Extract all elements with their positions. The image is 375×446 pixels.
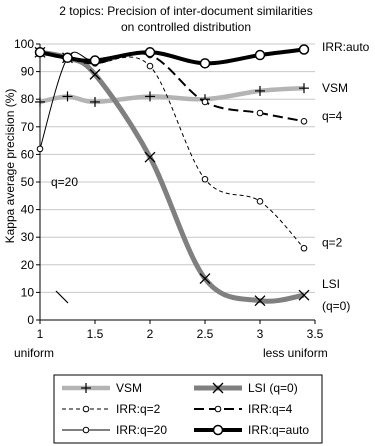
series-line-vsm [39, 85, 305, 105]
point-irr-q-20-0 [36, 145, 44, 153]
y-tick-label-60: 60 [21, 147, 35, 161]
annotation-vsm: VSM [322, 81, 348, 95]
legend-label-vsm: VSM [116, 381, 142, 395]
y-tick-label-20: 20 [21, 258, 35, 272]
x-tick-label-1.5: 1.5 [87, 327, 104, 341]
legend-marker-vsm [81, 383, 91, 393]
point-lsi-q-0-3 [144, 151, 156, 163]
series-irr-q-2 [36, 48, 308, 252]
legend-entry-vsm: VSM [62, 381, 142, 395]
q20-pointer-line [55, 290, 69, 304]
annotation-lsi: LSI [322, 277, 340, 291]
point-lsi-q-0-4 [199, 273, 211, 285]
x-tick-label-2.5: 2.5 [197, 327, 214, 341]
chart-title-line-2: on controlled distribution [121, 20, 251, 34]
series-vsm [35, 83, 309, 107]
series-layer [34, 44, 310, 307]
legend-entry-lsi-q-0: LSI (q=0) [194, 381, 298, 395]
point-irr-q-auto-2 [89, 55, 101, 66]
legend-entry-irr-q-auto: IRR:q=auto [194, 423, 309, 437]
legend-entry-irr-q-4: IRR:q=4 [194, 402, 293, 416]
point-lsi-q-0-6 [298, 289, 310, 301]
y-tick-label-40: 40 [21, 203, 35, 217]
legend-label-irr-q-auto: IRR:q=auto [248, 423, 309, 437]
legend-label-lsi-q-0: LSI (q=0) [248, 381, 298, 395]
point-vsm-5 [255, 85, 265, 96]
point-vsm-2 [90, 96, 100, 107]
annotation-q-4: q=4 [322, 109, 343, 123]
point-irr-q-auto-1 [62, 52, 73, 64]
point-irr-q-2-6 [300, 244, 308, 252]
point-lsi-q-0-5 [254, 295, 266, 307]
x-end-label-right: less uniform [263, 346, 328, 360]
x-tick-label-1: 1 [37, 327, 44, 341]
x-tick-label-2: 2 [147, 327, 154, 341]
x-end-label-left: uniform [14, 346, 54, 360]
x-tick-label-3: 3 [257, 327, 264, 341]
point-lsi-q-0-2 [89, 68, 101, 80]
legend-label-irr-q-4: IRR:q=4 [248, 402, 293, 416]
legend: VSM LSI (q=0) IRR:q=2 IRR:q=4 IRR:q=20 IRR:q=… [53, 374, 323, 444]
legend-label-irr-q-2: IRR:q=2 [116, 402, 161, 416]
y-tick-label-90: 90 [21, 65, 35, 79]
point-irr-q-2-5 [256, 198, 264, 205]
point-irr-q-4-5 [256, 109, 264, 117]
legend-marker-irr-q-2 [82, 405, 90, 413]
annotation-irr-auto: IRR:auto [322, 40, 370, 54]
y-tick-label-10: 10 [21, 285, 35, 299]
y-tick-label-50: 50 [21, 175, 35, 189]
legend-entry-irr-q-2: IRR:q=2 [62, 402, 161, 416]
point-irr-q-2-3 [146, 62, 154, 70]
point-vsm-1 [62, 91, 73, 102]
point-irr-q-auto-3 [144, 47, 156, 58]
x-tick-label-3.5: 3.5 [307, 327, 324, 341]
series-irr-q-auto [34, 44, 310, 69]
point-vsm-3 [145, 91, 155, 102]
legend-label-irr-q-20: IRR:q=20 [116, 423, 167, 437]
point-vsm-0 [35, 96, 45, 107]
point-irr-q-auto-4 [199, 58, 211, 69]
legend-marker-lsi-q-0 [212, 382, 224, 394]
point-irr-q-auto-0 [34, 47, 46, 58]
y-tick-label-100: 100 [14, 37, 34, 51]
y-tick-label-80: 80 [21, 92, 35, 106]
annotation-q-2: q=2 [322, 236, 343, 250]
chart-title-line-1: 2 topics: Precision of inter-document si… [59, 4, 312, 18]
point-irr-q-4-6 [300, 117, 308, 125]
y-tick-labels: 0 10 20 30 40 50 60 70 80 90 100 [14, 37, 40, 327]
point-irr-q-2-4 [201, 175, 209, 183]
point-irr-q-4-4 [201, 98, 209, 106]
y-tick-label-0: 0 [27, 313, 34, 327]
series-line-irr-q-2 [39, 51, 305, 249]
legend-marker-irr-q-4 [214, 405, 222, 413]
legend-marker-irr-q-auto [212, 424, 224, 436]
legend-marker-irr-q-20 [82, 426, 90, 434]
point-irr-q-auto-6 [298, 44, 310, 55]
grid [40, 43, 315, 293]
legend-entry-irr-q-20: IRR:q=20 [62, 423, 167, 437]
y-axis-label: Kappa average precision (%) [3, 89, 17, 244]
y-tick-label-30: 30 [21, 230, 35, 244]
y-tick-label-70: 70 [21, 120, 35, 134]
annotation-q-0: (q=0) [322, 299, 350, 313]
point-irr-q-auto-5 [254, 49, 266, 61]
point-vsm-6 [299, 83, 309, 94]
annotations: IRR:auto VSM q=4 q=2 LSI (q=0) q=20 [51, 40, 370, 313]
x-tick-labels: 1 1.5 2 2.5 3 3.5 [37, 320, 324, 341]
annotation-q-20: q=20 [51, 175, 78, 189]
